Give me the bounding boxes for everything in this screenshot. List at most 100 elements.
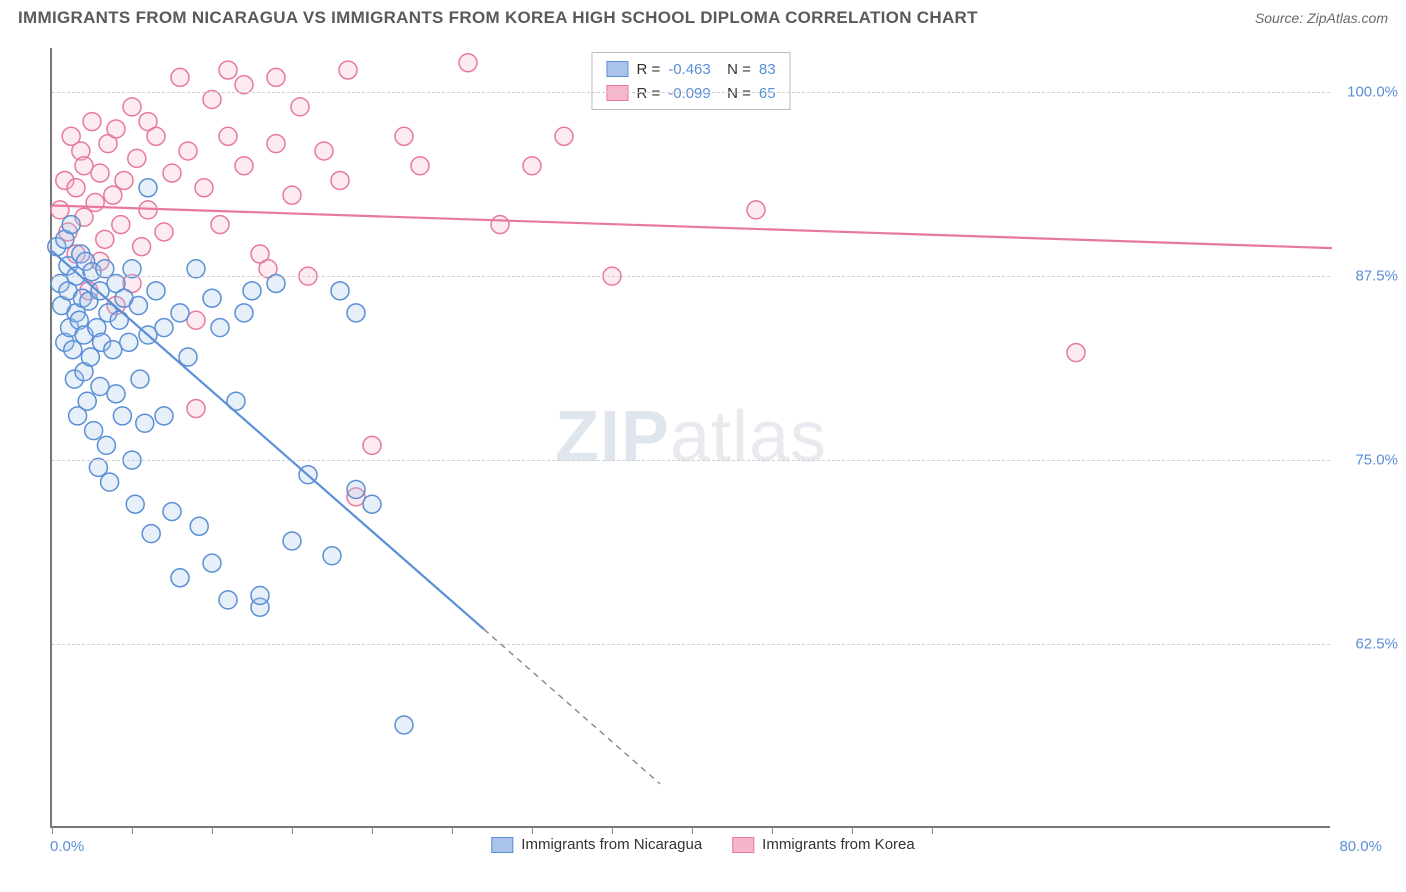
data-point — [155, 223, 173, 241]
data-point — [315, 142, 333, 160]
data-point — [131, 370, 149, 388]
data-point — [123, 98, 141, 116]
x-tick — [772, 826, 773, 834]
data-point — [235, 157, 253, 175]
data-point — [347, 481, 365, 499]
x-tick — [532, 826, 533, 834]
data-point — [91, 164, 109, 182]
regression-line-extrapolated — [484, 629, 660, 784]
correlation-legend: R = -0.463 N = 83 R = -0.099 N = 65 — [591, 52, 790, 110]
data-point — [187, 260, 205, 278]
x-tick — [852, 826, 853, 834]
data-point — [283, 532, 301, 550]
data-point — [120, 333, 138, 351]
data-point — [323, 547, 341, 565]
data-point — [75, 157, 93, 175]
data-point — [235, 76, 253, 94]
data-point — [67, 179, 85, 197]
y-tick-label: 75.0% — [1355, 452, 1398, 469]
x-axis-max-label: 80.0% — [1339, 838, 1382, 855]
data-point — [219, 61, 237, 79]
source-attribution: Source: ZipAtlas.com — [1255, 10, 1388, 26]
data-point — [113, 407, 131, 425]
data-point — [491, 216, 509, 234]
swatch-nicaragua — [606, 61, 628, 77]
data-point — [203, 91, 221, 109]
x-axis-min-label: 0.0% — [50, 838, 84, 855]
data-point — [190, 517, 208, 535]
data-point — [555, 127, 573, 145]
data-point — [97, 436, 115, 454]
x-tick — [612, 826, 613, 834]
data-point — [235, 304, 253, 322]
gridline — [52, 460, 1330, 461]
data-point — [331, 282, 349, 300]
data-point — [395, 716, 413, 734]
data-point — [267, 135, 285, 153]
data-point — [203, 289, 221, 307]
x-tick — [292, 826, 293, 834]
data-point — [211, 319, 229, 337]
x-tick — [932, 826, 933, 834]
data-point — [104, 341, 122, 359]
data-point — [171, 569, 189, 587]
x-tick — [692, 826, 693, 834]
data-point — [155, 407, 173, 425]
data-point — [267, 68, 285, 86]
data-point — [163, 164, 181, 182]
data-point — [395, 127, 413, 145]
data-point — [523, 157, 541, 175]
y-tick-label: 62.5% — [1355, 636, 1398, 653]
data-point — [1067, 344, 1085, 362]
data-point — [179, 142, 197, 160]
legend-label: Immigrants from Korea — [762, 836, 915, 853]
data-point — [155, 319, 173, 337]
regression-line — [52, 251, 484, 629]
x-tick — [372, 826, 373, 834]
data-point — [219, 127, 237, 145]
data-point — [203, 554, 221, 572]
data-point — [363, 436, 381, 454]
data-point — [171, 304, 189, 322]
x-tick — [212, 826, 213, 834]
data-point — [347, 304, 365, 322]
x-tick — [132, 826, 133, 834]
data-point — [62, 216, 80, 234]
data-point — [339, 61, 357, 79]
data-point — [78, 392, 96, 410]
data-point — [267, 274, 285, 292]
data-point — [91, 282, 109, 300]
regression-line — [52, 205, 1332, 248]
data-point — [747, 201, 765, 219]
data-point — [147, 127, 165, 145]
gridline — [52, 92, 1330, 93]
data-point — [107, 385, 125, 403]
swatch-korea — [732, 837, 754, 853]
scatter-chart: ZIPatlas R = -0.463 N = 83 R = -0.099 N … — [50, 48, 1330, 828]
data-point — [163, 503, 181, 521]
data-point — [187, 311, 205, 329]
data-point — [251, 586, 269, 604]
data-point — [101, 473, 119, 491]
legend-item-korea: Immigrants from Korea — [732, 836, 915, 853]
data-point — [107, 120, 125, 138]
data-point — [171, 68, 189, 86]
data-point — [195, 179, 213, 197]
x-tick — [452, 826, 453, 834]
data-point — [139, 179, 157, 197]
data-point — [115, 171, 133, 189]
legend-row-nicaragua: R = -0.463 N = 83 — [606, 57, 775, 81]
data-point — [211, 216, 229, 234]
data-point — [91, 377, 109, 395]
x-tick — [52, 826, 53, 834]
data-point — [133, 238, 151, 256]
data-point — [86, 194, 104, 212]
data-point — [123, 260, 141, 278]
data-point — [331, 171, 349, 189]
y-tick-label: 100.0% — [1347, 84, 1398, 101]
data-point — [83, 113, 101, 131]
series-legend: Immigrants from Nicaragua Immigrants fro… — [491, 836, 914, 853]
gridline — [52, 276, 1330, 277]
legend-label: Immigrants from Nicaragua — [521, 836, 702, 853]
data-point — [112, 216, 130, 234]
